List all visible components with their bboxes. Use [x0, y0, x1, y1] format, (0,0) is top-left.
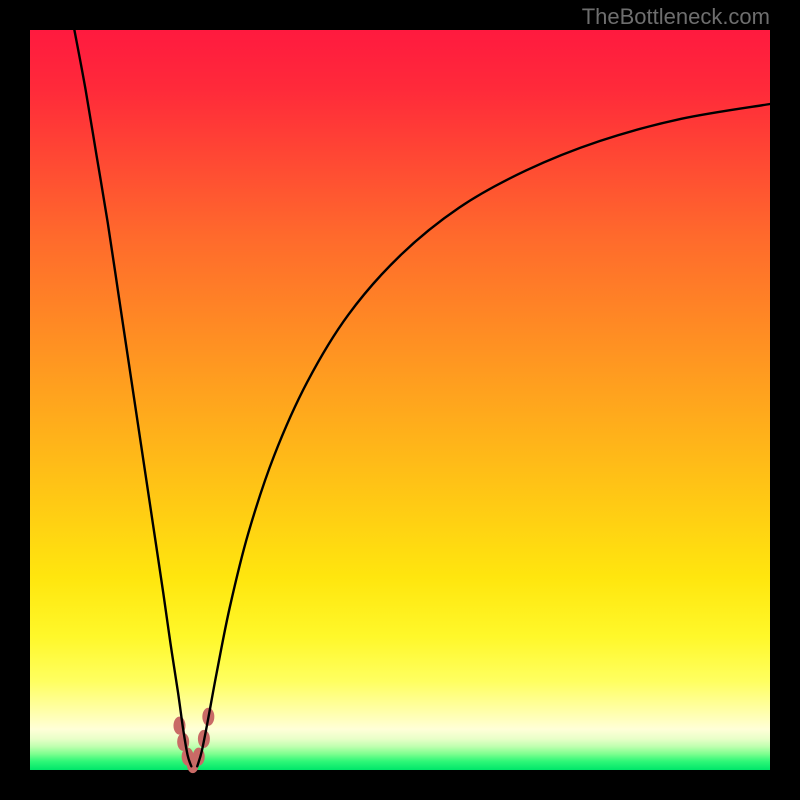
chart-frame: TheBottleneck.com — [0, 0, 800, 800]
watermark-text: TheBottleneck.com — [582, 4, 770, 30]
plot-background — [30, 30, 770, 770]
chart-svg — [0, 0, 800, 800]
